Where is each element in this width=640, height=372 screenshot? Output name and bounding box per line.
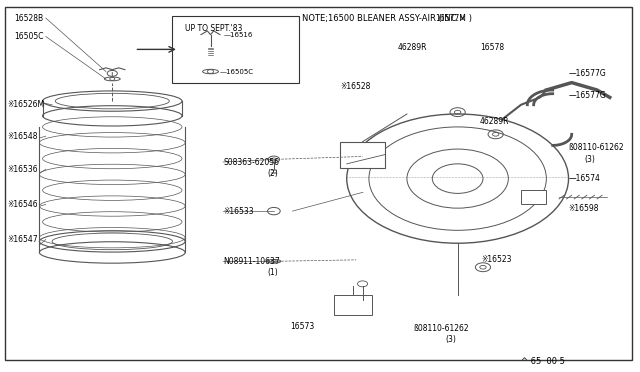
Text: ※16546: ※16546: [8, 200, 38, 209]
Text: —16574: —16574: [568, 174, 600, 183]
Text: S08363-62056: S08363-62056: [223, 157, 279, 167]
Text: NOTE;16500 BLEANER ASSY-AIR (INC.× ): NOTE;16500 BLEANER ASSY-AIR (INC.× ): [302, 14, 472, 23]
Text: ※16533: ※16533: [223, 207, 254, 217]
Text: —16505C: —16505C: [220, 68, 254, 74]
Text: 46289R: 46289R: [397, 43, 427, 52]
Text: 46289R: 46289R: [480, 117, 509, 126]
Text: 16577M: 16577M: [435, 13, 467, 22]
Text: ※16548: ※16548: [8, 132, 38, 141]
Bar: [521, 190, 547, 205]
Text: (3): (3): [584, 154, 595, 164]
Text: ß08110-61262: ß08110-61262: [568, 143, 624, 152]
Text: ^ 65  00 5: ^ 65 00 5: [521, 357, 565, 366]
Text: (1): (1): [268, 268, 278, 277]
Text: 16528B: 16528B: [14, 13, 43, 22]
Text: 16573: 16573: [290, 322, 314, 331]
Text: 16505C: 16505C: [14, 32, 44, 41]
Text: —16577G: —16577G: [568, 69, 606, 78]
Text: UP TO SEPT.'83: UP TO SEPT.'83: [185, 24, 243, 33]
Text: 16578: 16578: [480, 43, 504, 52]
Text: —16516: —16516: [223, 32, 253, 38]
Bar: [173, 16, 300, 83]
Text: ※16526M: ※16526M: [8, 100, 45, 109]
Text: ※16547: ※16547: [8, 235, 38, 244]
Text: ß08110-61262: ß08110-61262: [413, 324, 469, 333]
Text: N08911-10637: N08911-10637: [223, 257, 280, 266]
Bar: [340, 142, 385, 167]
Text: ※16523: ※16523: [482, 255, 512, 264]
Text: —16577G: —16577G: [568, 91, 606, 100]
Text: ※16536: ※16536: [8, 165, 38, 174]
Text: ※16528: ※16528: [340, 82, 371, 91]
Bar: [334, 295, 372, 315]
Text: ※16598: ※16598: [568, 203, 599, 213]
Text: (2): (2): [268, 169, 278, 177]
Text: (3): (3): [445, 336, 456, 344]
